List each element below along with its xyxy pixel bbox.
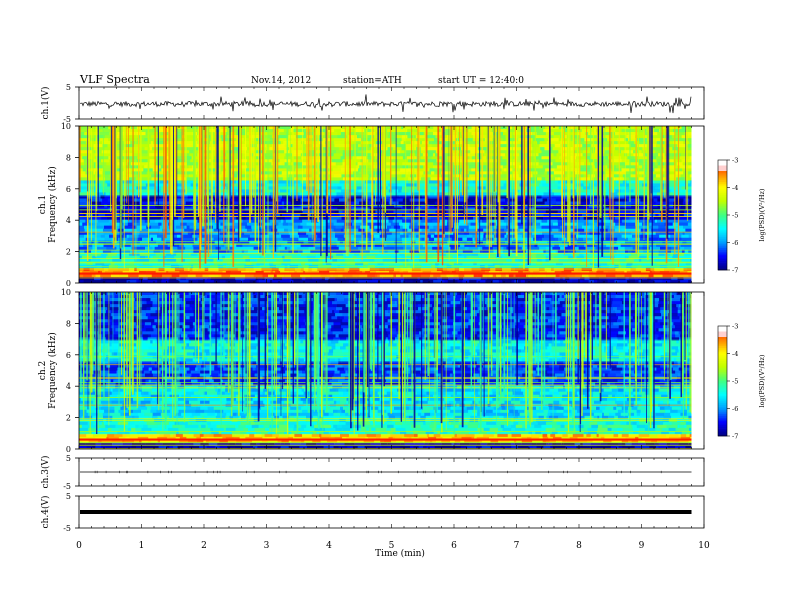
- ch2-colorbar-tick-label: -6: [732, 405, 738, 413]
- ch2-spectrogram-ytick-label: 2: [66, 414, 71, 423]
- ch2-colorbar-label: log(PSD)(V²/Hz): [758, 354, 766, 407]
- ch2-colorbar: -3 -4 -5 -6 -7 log(PSD)(V²/Hz): [717, 323, 766, 441]
- figure-title: VLF Spectra: [79, 73, 150, 86]
- x-tick-label: 6: [451, 541, 457, 551]
- ch2-colorbar-tick-label: -4: [732, 350, 738, 358]
- ch1-spectrogram-ytick-label: 10: [61, 122, 71, 131]
- x-tick-label: 8: [576, 541, 582, 551]
- ch4-waveform-ytick-label: -5: [63, 524, 71, 533]
- ch4-waveform-ylabel: ch.4(V): [40, 496, 51, 529]
- x-tick-label: 0: [76, 541, 82, 551]
- x-tick-label: 5: [389, 541, 395, 551]
- ch1-colorbar-tick-label: -6: [732, 239, 738, 247]
- ch1-colorbar-tick-label: -3: [732, 157, 738, 165]
- ch1-spectrogram-ytick-label: 0: [66, 279, 71, 288]
- ch2-colorbar-tick-label: -7: [732, 433, 738, 441]
- ch3-waveform-ytick-label: 5: [66, 454, 71, 463]
- ch1-waveform-ytick-label: -5: [63, 115, 71, 124]
- station-label: station=ATH: [343, 76, 402, 86]
- x-axis-label: Time (min): [375, 548, 425, 559]
- x-tick-label: 2: [201, 541, 207, 551]
- ch3-waveform-ytick-label: -5: [63, 482, 71, 491]
- ch2-spectrogram-cells: [79, 292, 692, 449]
- ch1-spectrogram-ytick-label: 8: [66, 153, 71, 162]
- start-time-label: start UT = 12:40:0: [438, 76, 524, 86]
- ch2-spectrogram-ylabel: ch.2Frequency (kHz): [38, 332, 58, 409]
- ch2-spectrogram-ytick-label: 6: [66, 351, 71, 360]
- x-tick-label: 10: [698, 541, 710, 551]
- ch1-spectrogram-panel: 0 2 4 6 8 10 ch.1Frequency (kHz): [38, 122, 705, 288]
- ch2-spectrogram-ytick-label: 8: [66, 319, 71, 328]
- ch1-spectrogram-ylabel: ch.1Frequency (kHz): [38, 166, 58, 243]
- ch3-waveform-ylabel: ch.3(V): [40, 456, 51, 489]
- time-axis: 0 1 2 3 4 5 6 7 8 9 10: [76, 541, 710, 551]
- ch4-waveform-panel: 5 -5 ch.4(V): [40, 492, 705, 533]
- x-tick-label: 7: [514, 541, 520, 551]
- ch3-waveform-panel: 5 -5 ch.3(V): [40, 454, 705, 491]
- x-tick-label: 1: [139, 541, 145, 551]
- x-tick-label: 9: [639, 541, 645, 551]
- ch1-colorbar-tick-label: -5: [732, 212, 738, 220]
- x-tick-label: 3: [264, 541, 270, 551]
- date-label: Nov.14, 2012: [251, 76, 311, 86]
- ch1-spectrogram-cells: [79, 126, 692, 283]
- x-tick-label: 4: [326, 541, 332, 551]
- ch1-spectrogram-ytick-label: 6: [66, 185, 71, 194]
- ch2-spectrogram-ytick-label: 4: [66, 382, 71, 391]
- ch2-colorbar-tick-label: -3: [732, 323, 738, 331]
- ch2-spectrogram-panel: 0 2 4 6 8 10 ch.2Frequency (kHz): [38, 288, 705, 454]
- ch1-waveform-panel: 5 -5 ch.1(V): [40, 83, 705, 124]
- ch1-waveform-trace: [79, 94, 692, 114]
- ch4-waveform-ytick-label: 5: [66, 492, 71, 501]
- ch1-waveform-ylabel: ch.1(V): [40, 87, 51, 120]
- ch1-spectrogram-ytick-label: 2: [66, 248, 71, 257]
- ch2-spectrogram-ytick-label: 10: [61, 288, 71, 297]
- ch1-colorbar-tick-label: -7: [732, 267, 738, 275]
- ch1-colorbar-label: log(PSD)(V²/Hz): [758, 188, 766, 241]
- ch2-spectrogram-ytick-label: 0: [66, 445, 71, 454]
- ch1-spectrogram-ytick-label: 4: [66, 216, 71, 225]
- ch1-colorbar-tick-label: -4: [732, 184, 738, 192]
- ch2-colorbar-tick-label: -5: [732, 378, 738, 386]
- ch1-waveform-ytick-label: 5: [66, 83, 71, 92]
- ch1-colorbar: -3 -4 -5 -6 -7 log(PSD)(V²/Hz): [717, 157, 766, 275]
